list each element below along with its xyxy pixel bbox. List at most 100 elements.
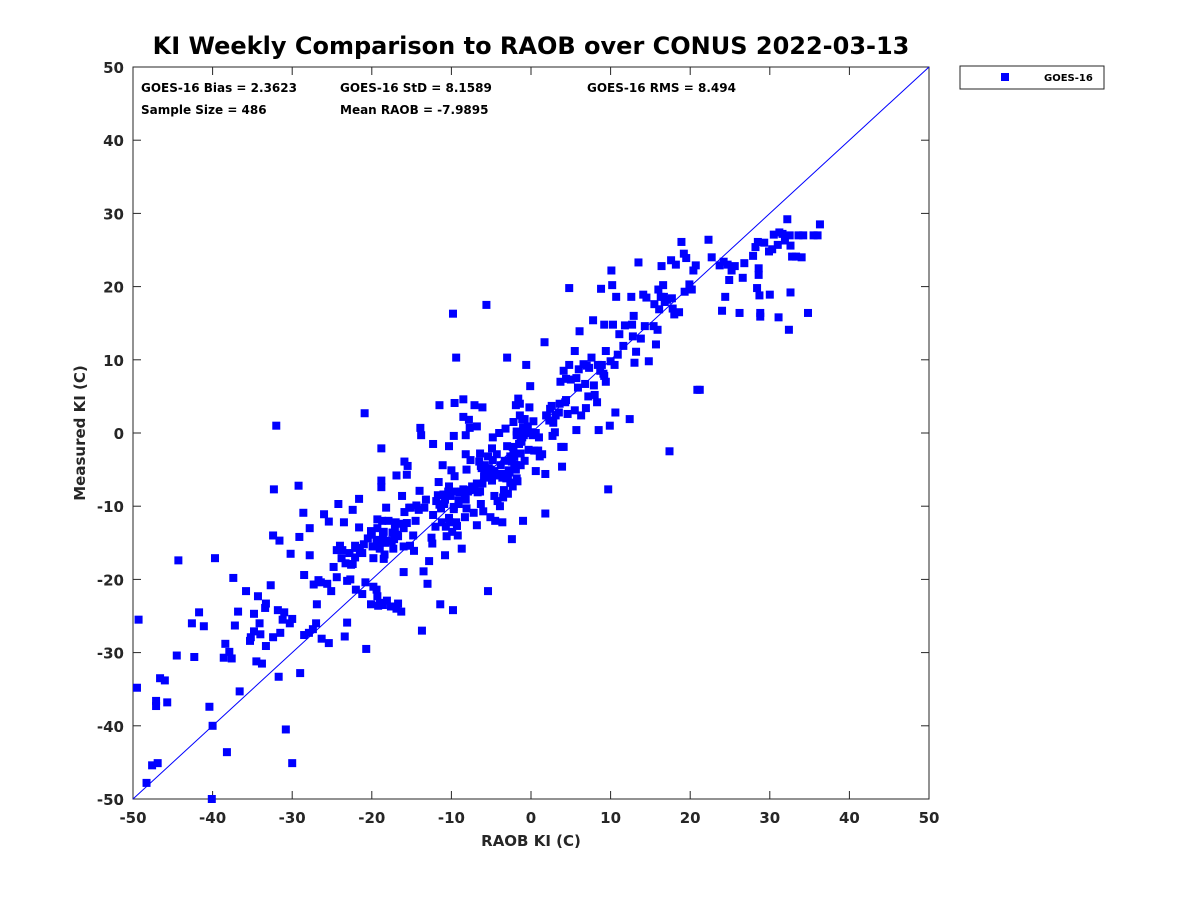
data-point (562, 396, 571, 405)
data-point (459, 395, 468, 404)
data-point (462, 504, 471, 513)
legend-label: GOES-16 (1044, 73, 1093, 84)
data-point (517, 437, 526, 446)
data-point (651, 340, 660, 349)
data-point (446, 491, 455, 500)
data-point (462, 465, 471, 474)
data-point (312, 619, 321, 628)
data-point (667, 294, 676, 303)
data-point (377, 476, 386, 485)
data-point (677, 237, 686, 246)
data-point (461, 450, 470, 459)
data-point (628, 320, 637, 329)
data-point (417, 626, 426, 635)
data-point (351, 585, 360, 594)
data-point (461, 495, 470, 504)
data-point (448, 606, 457, 615)
data-point (324, 517, 333, 526)
data-point (399, 524, 408, 533)
data-point (754, 264, 763, 273)
x-tick-label: 10 (600, 809, 621, 827)
data-point (597, 360, 606, 369)
data-point (566, 375, 575, 384)
data-point (320, 510, 329, 519)
data-point (625, 415, 634, 424)
data-point (555, 399, 564, 408)
data-point (500, 456, 509, 465)
data-point (490, 467, 499, 476)
x-tick-label: 20 (680, 809, 701, 827)
data-point (372, 585, 381, 594)
data-point (538, 450, 547, 459)
data-point (369, 554, 378, 563)
data-point (427, 533, 436, 542)
data-point (272, 421, 281, 430)
data-point (266, 581, 275, 590)
data-point (409, 531, 418, 540)
data-point (445, 442, 454, 451)
data-point (348, 560, 357, 569)
data-point (390, 524, 399, 533)
data-point (695, 385, 704, 394)
data-point (636, 334, 645, 343)
data-point (382, 503, 391, 512)
data-point (657, 262, 666, 271)
data-point (488, 433, 497, 442)
data-point (442, 532, 451, 541)
data-point (479, 507, 488, 516)
data-point (219, 653, 228, 662)
data-point (505, 468, 514, 477)
data-point (449, 431, 458, 440)
data-point (541, 509, 550, 518)
data-point (630, 358, 639, 367)
y-tick-label: 20 (103, 279, 124, 297)
data-point (559, 442, 568, 451)
data-point (373, 524, 382, 533)
data-point (423, 579, 432, 588)
stat-mean-raob: Mean RAOB = -7.9895 (340, 103, 488, 117)
data-point (425, 557, 434, 566)
x-tick-label: -50 (119, 809, 146, 827)
data-point (597, 284, 606, 293)
data-point (286, 549, 295, 558)
data-point (156, 674, 165, 683)
data-point (296, 669, 305, 678)
data-point (629, 311, 638, 320)
data-point (419, 567, 428, 576)
data-point (406, 503, 415, 512)
data-point (600, 320, 609, 329)
data-point (269, 531, 278, 540)
data-point (351, 553, 360, 562)
data-point (399, 568, 408, 577)
data-point (813, 231, 822, 240)
data-point (786, 288, 795, 297)
data-point (399, 542, 408, 551)
data-point (735, 308, 744, 317)
data-point (524, 445, 533, 454)
data-point (332, 546, 341, 555)
data-point (312, 600, 321, 609)
data-point (323, 579, 332, 588)
data-point (411, 516, 420, 525)
data-point (409, 546, 418, 555)
data-point (570, 347, 579, 356)
data-point (611, 408, 620, 417)
data-point (496, 461, 505, 470)
data-point (565, 284, 574, 293)
data-point (547, 401, 556, 410)
y-tick-label: 30 (103, 205, 124, 223)
data-point (587, 353, 596, 362)
data-point (441, 495, 450, 504)
data-point (774, 313, 783, 322)
data-point (400, 508, 409, 517)
data-point (445, 518, 454, 527)
data-point (398, 491, 407, 500)
data-point (531, 429, 540, 437)
data-point (229, 573, 238, 582)
data-point (472, 479, 481, 488)
data-point (327, 587, 336, 596)
data-point (367, 600, 376, 609)
y-tick-label: 0 (114, 425, 124, 443)
data-point (441, 522, 450, 531)
data-point (738, 273, 747, 282)
